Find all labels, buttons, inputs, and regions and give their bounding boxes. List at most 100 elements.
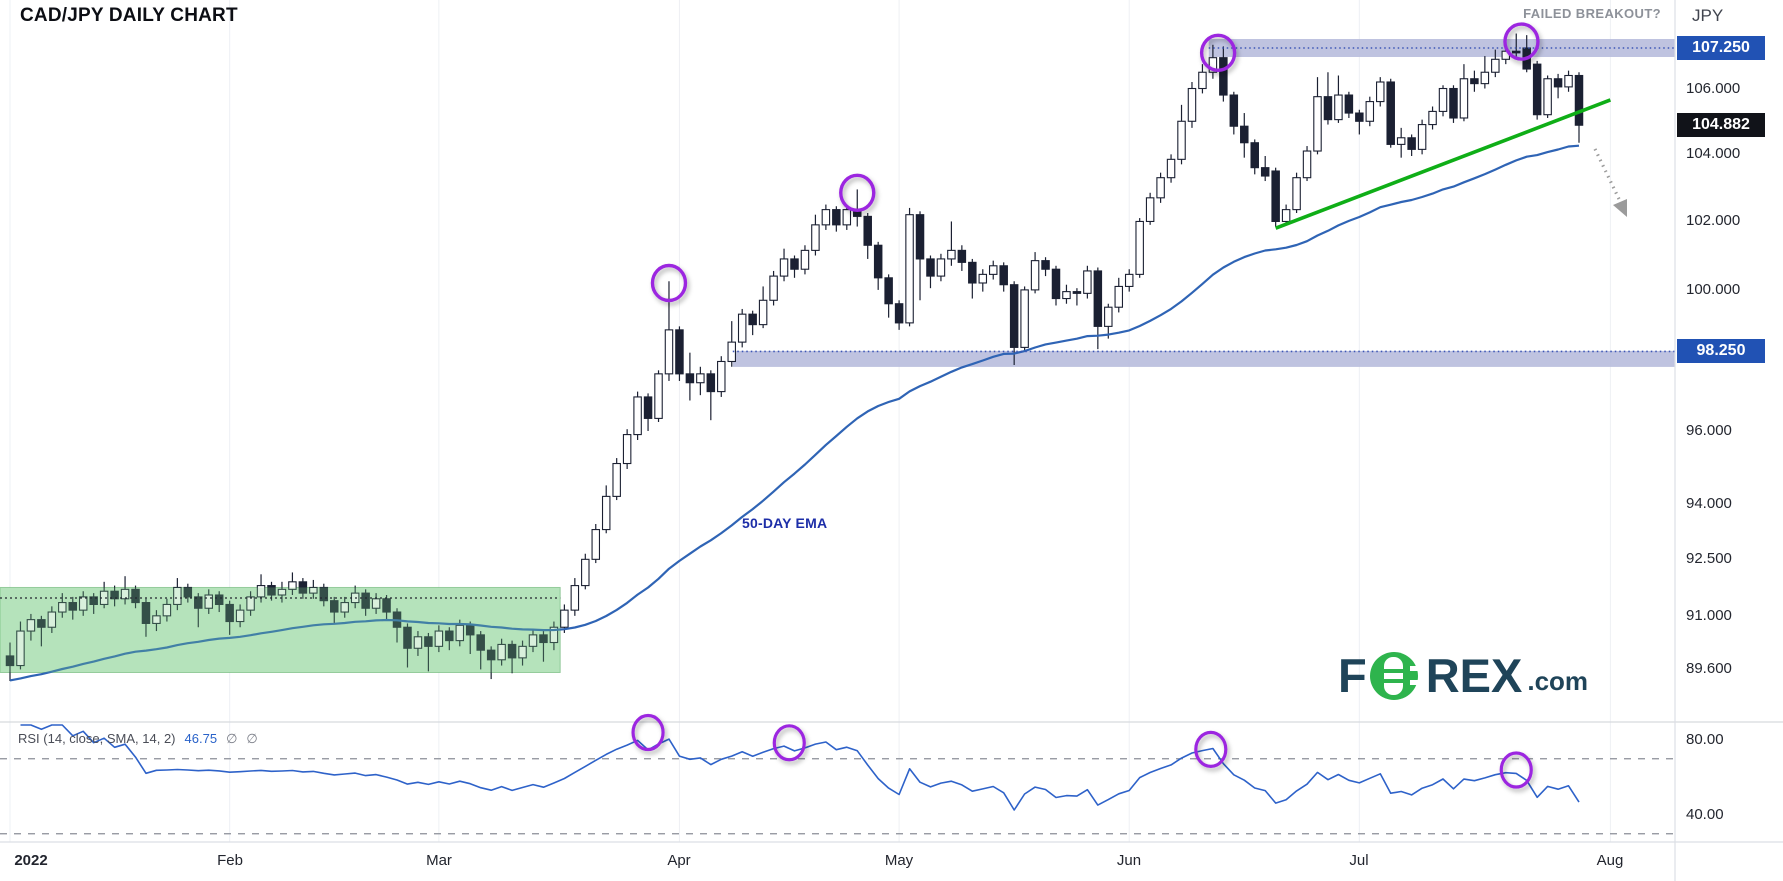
candle-down (194, 596, 203, 609)
candle-up (47, 611, 57, 628)
axis-currency-label: JPY (1692, 6, 1724, 25)
key-level-price-label: 107.250 (1677, 36, 1765, 60)
candle-up (581, 558, 590, 587)
candle-down (675, 329, 684, 375)
candle-down (884, 277, 893, 305)
candle-up (1208, 57, 1218, 73)
candle-up (204, 594, 213, 609)
candle-down (1229, 94, 1239, 127)
candle-down (1553, 78, 1563, 88)
rsi-circle (1499, 751, 1533, 789)
candle-up (821, 209, 831, 226)
candle-up (737, 313, 747, 343)
price-tick-label: 91.000 (1686, 607, 1732, 624)
candles-series (5, 33, 1584, 682)
candle-down (225, 603, 234, 623)
candle-up (1376, 81, 1385, 103)
candle-up (455, 624, 465, 642)
candle-down (968, 261, 977, 284)
candle-down (873, 244, 883, 279)
breakout-circle (839, 173, 876, 212)
price-tick-label: 106.000 (1686, 80, 1741, 97)
candle-down (5, 655, 15, 667)
candle-up (1020, 289, 1029, 348)
candle-down (1240, 125, 1249, 144)
candle-down (790, 258, 799, 270)
candle-down (915, 214, 925, 260)
candle-up (936, 258, 946, 277)
candle-down (110, 590, 119, 600)
forex-logo-tld: .com (1527, 666, 1589, 696)
candle-up (978, 273, 988, 284)
candle-down (424, 636, 433, 647)
breakdown-arrow-head (1613, 199, 1627, 217)
forex-logo: F REX .com (1338, 650, 1588, 702)
candle-down (1386, 81, 1395, 145)
candle-up (528, 634, 538, 647)
rsi-indicator-name: RSI (14, close, SMA, 14, 2) (18, 731, 176, 746)
candle-down (507, 643, 517, 659)
rsi-circle (1194, 730, 1228, 768)
candle-up (1062, 291, 1071, 300)
candle-down (1449, 87, 1458, 119)
candle-up (413, 636, 423, 649)
candle-down (863, 215, 872, 246)
rsi-indicator-legend[interactable]: RSI (14, close, SMA, 14, 2) 46.75 ∅ ∅ (18, 731, 258, 747)
candle-up (173, 586, 182, 606)
candle-up (727, 341, 736, 363)
candle-up (256, 585, 266, 598)
candle-up (120, 588, 130, 600)
candle-down (131, 588, 140, 604)
time-tick-label: Jul (1349, 852, 1369, 869)
candle-up (1417, 124, 1427, 150)
forex-logo-text-rex: REX (1425, 649, 1523, 702)
ema-line (9, 144, 1580, 682)
candle-down (539, 634, 548, 644)
candle-up (1543, 78, 1552, 116)
forex-logo-text-f: F (1338, 649, 1367, 702)
candle-down (1511, 50, 1521, 54)
breakout-circle (1503, 22, 1540, 61)
candle-down (1051, 268, 1061, 300)
candle-down (486, 649, 496, 661)
support-band-98-250 (732, 350, 1675, 367)
candle-up (1198, 71, 1207, 90)
candle-down (214, 594, 224, 606)
rsi-tick-label: 80.00 (1686, 731, 1724, 748)
candle-down (141, 602, 151, 624)
candle-down (1355, 112, 1364, 122)
time-tick-label: Mar (426, 852, 452, 869)
candle-up (1281, 209, 1291, 223)
rsi-tick-label: 40.00 (1686, 806, 1724, 823)
candle-up (340, 602, 349, 613)
candle-up (654, 373, 663, 419)
candle-down (999, 265, 1008, 286)
candle-down (894, 303, 904, 324)
candle-up (434, 630, 444, 647)
candle-up (769, 275, 778, 301)
candle-up (1145, 197, 1155, 223)
candle-up (811, 224, 820, 251)
candle-up (717, 360, 726, 393)
candle-up (1313, 96, 1322, 152)
candle-up (246, 596, 255, 611)
candle-down (1470, 78, 1479, 85)
candle-up (1124, 273, 1134, 287)
time-tick-label: Feb (217, 852, 243, 869)
candle-down (319, 586, 329, 602)
candle-up (612, 462, 621, 497)
candle-up (1428, 110, 1437, 126)
failed-breakout-annotation: FAILED BREAKOUT? (1523, 6, 1661, 21)
breakdown-arrow-shaft (1593, 148, 1621, 200)
candle-down (1072, 291, 1082, 294)
candle-up (570, 585, 580, 611)
candle-up (988, 265, 998, 275)
candle-up (152, 615, 161, 624)
candle-up (1396, 137, 1406, 145)
candle-up (1177, 120, 1186, 160)
candle-up (1491, 58, 1500, 73)
candle-up (309, 586, 318, 594)
candle-up (371, 598, 381, 609)
candle-up (235, 609, 245, 623)
